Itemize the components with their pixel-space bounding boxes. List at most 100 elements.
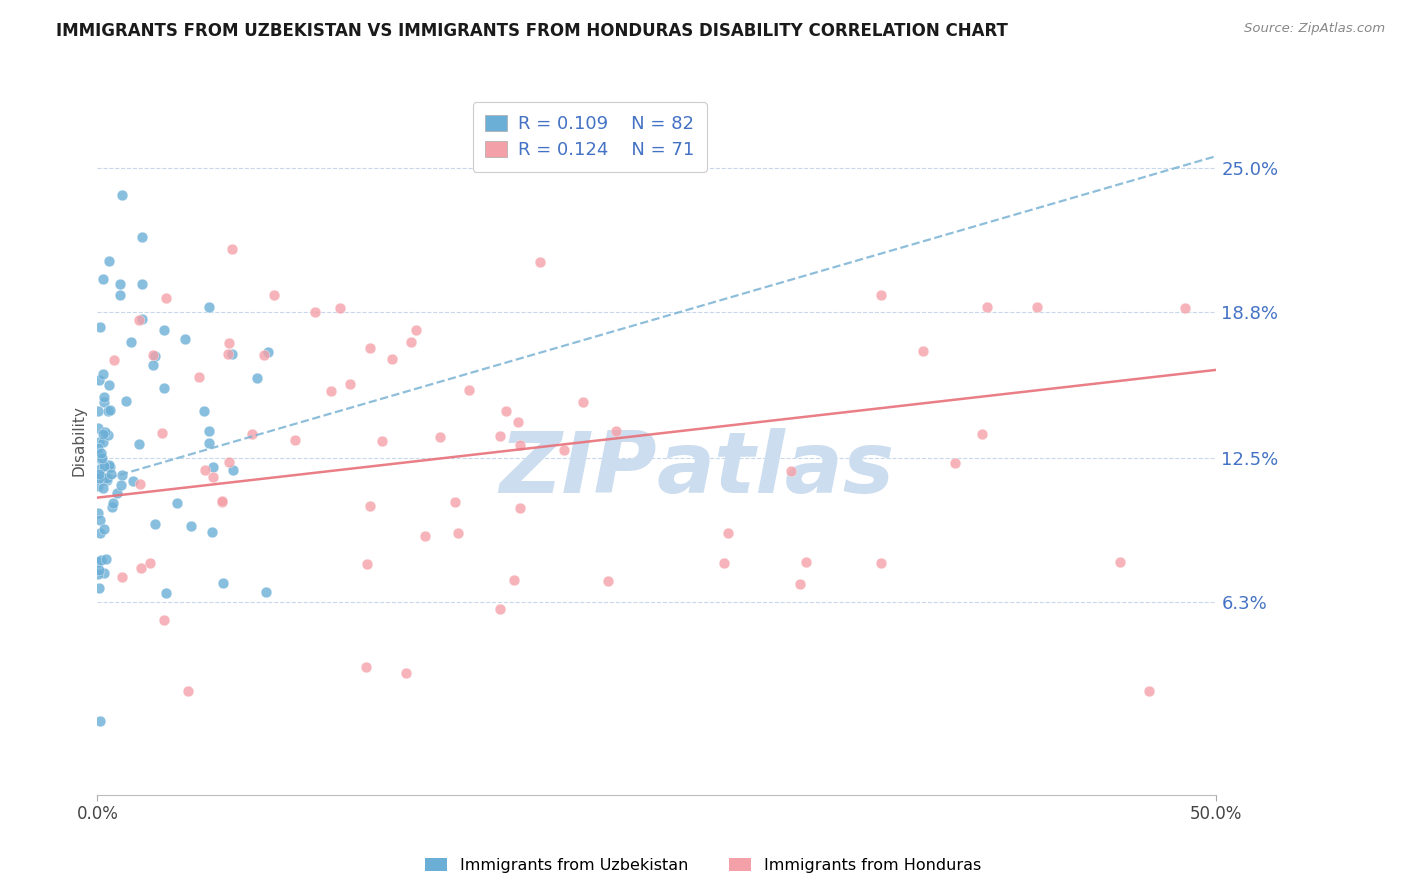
- Point: [111, 467, 134, 482]
- Point: [359, 341, 381, 355]
- Point: [717, 525, 740, 540]
- Point: [87, 506, 110, 520]
- Point: [153, 613, 176, 627]
- Point: [174, 332, 197, 346]
- Point: [257, 345, 280, 359]
- Point: [108, 288, 131, 302]
- Point: [304, 305, 326, 319]
- Point: [217, 347, 239, 361]
- Point: [122, 474, 145, 488]
- Point: [194, 462, 217, 476]
- Point: [96, 473, 118, 487]
- Point: [371, 434, 394, 448]
- Point: [240, 427, 263, 442]
- Point: [321, 384, 343, 398]
- Point: [89, 714, 111, 728]
- Y-axis label: Disability: Disability: [72, 405, 86, 476]
- Point: [111, 187, 134, 202]
- Point: [1174, 301, 1197, 315]
- Point: [198, 424, 221, 438]
- Point: [457, 383, 479, 397]
- Point: [98, 402, 121, 417]
- Point: [339, 376, 361, 391]
- Point: [93, 458, 115, 473]
- Point: [429, 430, 451, 444]
- Point: [359, 499, 381, 513]
- Point: [91, 450, 114, 465]
- Point: [96, 551, 118, 566]
- Point: [87, 566, 110, 581]
- Point: [115, 393, 138, 408]
- Point: [90, 451, 112, 466]
- Point: [869, 556, 891, 570]
- Point: [529, 255, 551, 269]
- Point: [91, 435, 114, 450]
- Point: [605, 424, 627, 438]
- Point: [89, 553, 111, 567]
- Point: [222, 463, 245, 477]
- Point: [103, 353, 125, 368]
- Point: [553, 443, 575, 458]
- Point: [218, 336, 240, 351]
- Point: [93, 367, 115, 381]
- Point: [153, 381, 176, 395]
- Point: [253, 348, 276, 362]
- Point: [509, 500, 531, 515]
- Point: [98, 378, 121, 392]
- Point: [166, 495, 188, 509]
- Point: [509, 437, 531, 451]
- Point: [413, 529, 436, 543]
- Point: [89, 563, 111, 577]
- Point: [128, 312, 150, 326]
- Point: [131, 277, 153, 291]
- Point: [87, 404, 110, 418]
- Point: [193, 403, 215, 417]
- Point: [254, 585, 277, 599]
- Point: [89, 434, 111, 449]
- Point: [972, 427, 994, 442]
- Point: [94, 425, 117, 439]
- Point: [153, 323, 176, 337]
- Point: [87, 471, 110, 485]
- Legend: Immigrants from Uzbekistan, Immigrants from Honduras: Immigrants from Uzbekistan, Immigrants f…: [419, 852, 987, 880]
- Point: [155, 586, 177, 600]
- Point: [93, 522, 115, 536]
- Text: ZIP: ZIP: [499, 427, 657, 510]
- Point: [202, 470, 225, 484]
- Point: [90, 445, 112, 459]
- Point: [354, 660, 377, 674]
- Point: [96, 471, 118, 485]
- Point: [329, 301, 352, 315]
- Point: [98, 460, 121, 475]
- Point: [90, 461, 112, 475]
- Point: [100, 467, 122, 482]
- Point: [495, 403, 517, 417]
- Point: [943, 456, 966, 470]
- Point: [108, 277, 131, 291]
- Point: [142, 348, 165, 362]
- Point: [912, 344, 935, 359]
- Point: [91, 427, 114, 442]
- Point: [129, 476, 152, 491]
- Point: [86, 441, 108, 455]
- Point: [131, 230, 153, 244]
- Point: [142, 358, 165, 372]
- Point: [87, 555, 110, 569]
- Text: atlas: atlas: [657, 427, 896, 510]
- Point: [489, 429, 512, 443]
- Point: [97, 253, 120, 268]
- Point: [188, 369, 211, 384]
- Point: [211, 493, 233, 508]
- Point: [97, 428, 120, 442]
- Point: [93, 395, 115, 409]
- Point: [212, 575, 235, 590]
- Point: [89, 467, 111, 481]
- Point: [713, 556, 735, 570]
- Point: [197, 436, 219, 450]
- Point: [447, 526, 470, 541]
- Point: [105, 486, 128, 500]
- Point: [976, 300, 998, 314]
- Point: [1108, 555, 1130, 569]
- Point: [869, 288, 891, 302]
- Point: [138, 557, 160, 571]
